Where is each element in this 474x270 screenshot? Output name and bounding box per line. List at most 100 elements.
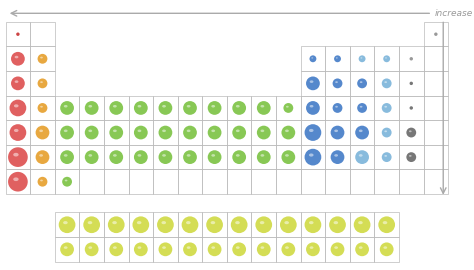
Circle shape [378, 216, 395, 233]
Bar [202, 145, 227, 169]
Circle shape [406, 128, 416, 137]
Bar [153, 96, 178, 120]
Circle shape [36, 150, 49, 164]
Circle shape [232, 101, 246, 115]
Circle shape [257, 242, 271, 256]
Bar [178, 169, 202, 194]
Bar [252, 96, 276, 120]
Circle shape [333, 103, 342, 113]
Ellipse shape [261, 130, 264, 132]
Bar [6, 22, 30, 46]
Circle shape [8, 172, 28, 191]
Ellipse shape [335, 81, 338, 83]
Ellipse shape [137, 154, 141, 157]
Bar [79, 96, 104, 120]
Circle shape [37, 103, 47, 113]
Bar [6, 96, 30, 120]
Ellipse shape [383, 246, 387, 249]
Ellipse shape [112, 221, 117, 224]
Bar [202, 212, 227, 237]
Bar [153, 212, 178, 237]
Bar [399, 71, 424, 96]
Ellipse shape [261, 105, 264, 107]
Bar [374, 96, 399, 120]
Ellipse shape [284, 221, 289, 224]
Bar [301, 145, 325, 169]
Ellipse shape [64, 105, 68, 107]
Ellipse shape [113, 246, 117, 249]
Circle shape [60, 150, 74, 164]
Ellipse shape [186, 221, 191, 224]
Bar [79, 212, 104, 237]
Ellipse shape [113, 130, 117, 132]
Ellipse shape [384, 81, 387, 83]
Circle shape [157, 216, 174, 233]
Circle shape [85, 126, 99, 139]
Ellipse shape [286, 106, 289, 108]
Ellipse shape [88, 154, 92, 157]
Circle shape [355, 150, 369, 164]
Ellipse shape [137, 246, 141, 249]
Circle shape [354, 216, 371, 233]
Ellipse shape [384, 130, 387, 132]
Circle shape [108, 216, 125, 233]
Circle shape [257, 150, 271, 164]
Ellipse shape [310, 246, 313, 249]
Ellipse shape [40, 106, 43, 108]
Circle shape [282, 242, 295, 256]
Bar [30, 120, 55, 145]
Circle shape [109, 150, 123, 164]
Bar [79, 237, 104, 262]
Bar [227, 212, 252, 237]
Ellipse shape [15, 56, 18, 58]
Circle shape [282, 150, 295, 164]
Bar [350, 71, 374, 96]
Circle shape [37, 79, 47, 88]
Ellipse shape [360, 106, 363, 108]
Bar [424, 46, 448, 71]
Bar [128, 120, 153, 145]
Ellipse shape [384, 155, 387, 157]
Bar [399, 169, 424, 194]
Circle shape [306, 242, 320, 256]
Circle shape [232, 150, 246, 164]
Ellipse shape [236, 130, 240, 132]
Bar [399, 145, 424, 169]
Circle shape [182, 216, 198, 233]
Bar [325, 237, 350, 262]
Circle shape [134, 242, 148, 256]
Circle shape [183, 101, 197, 115]
Circle shape [16, 32, 19, 36]
Bar [424, 71, 448, 96]
Circle shape [206, 216, 223, 233]
Bar [30, 169, 55, 194]
Circle shape [134, 150, 148, 164]
Text: increase: increase [435, 9, 473, 18]
Bar [350, 96, 374, 120]
Circle shape [208, 242, 221, 256]
Circle shape [283, 103, 293, 113]
Bar [301, 120, 325, 145]
Circle shape [158, 126, 172, 139]
Bar [399, 46, 424, 71]
Bar [374, 169, 399, 194]
Ellipse shape [15, 80, 18, 83]
Circle shape [305, 216, 321, 233]
Bar [104, 169, 128, 194]
Circle shape [183, 126, 197, 139]
Circle shape [158, 150, 172, 164]
Ellipse shape [137, 221, 141, 224]
Circle shape [380, 242, 393, 256]
Circle shape [11, 76, 25, 90]
Ellipse shape [334, 246, 338, 249]
Bar [424, 120, 448, 145]
Circle shape [306, 101, 320, 115]
Bar [276, 96, 301, 120]
Circle shape [208, 150, 221, 164]
Circle shape [305, 149, 321, 166]
Circle shape [83, 216, 100, 233]
Bar [276, 120, 301, 145]
Bar [301, 212, 325, 237]
Bar [79, 145, 104, 169]
Circle shape [310, 55, 316, 62]
